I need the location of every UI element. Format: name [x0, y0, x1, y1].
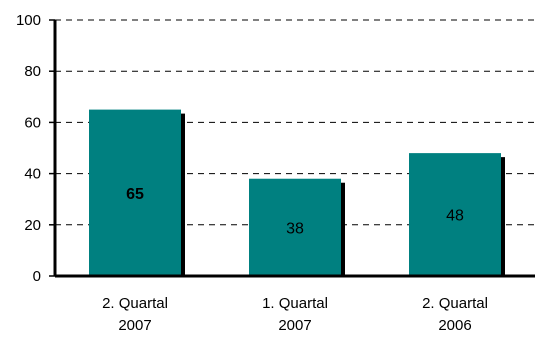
- category-label: 2. Quartal 2007: [102, 295, 168, 334]
- y-tick-label: 40: [24, 166, 41, 183]
- y-tick-label: 0: [33, 268, 41, 285]
- category-label: 1. Quartal 2007: [262, 295, 328, 334]
- labels: 0 20 40 60 80 100 65 2. Quartal 2007 38 1. Quartal…: [16, 12, 488, 334]
- y-tick-label: 100: [16, 12, 41, 29]
- y-tick-label: 60: [24, 114, 41, 131]
- y-tick-label: 80: [24, 63, 41, 80]
- bar: [89, 109, 181, 276]
- data-label: 65: [126, 186, 144, 203]
- category-label-line: 2007: [118, 317, 151, 334]
- category-label-line: 2007: [278, 317, 311, 334]
- bar: [249, 178, 341, 276]
- category-label-line: 1. Quartal: [262, 295, 328, 312]
- axes: [49, 19, 535, 278]
- category-label-line: 2006: [438, 317, 471, 334]
- data-label: 48: [446, 208, 464, 225]
- category-label: 2. Quartal 2006: [422, 295, 488, 334]
- category-label-line: 2. Quartal: [422, 295, 488, 312]
- category-label-line: 2. Quartal: [102, 295, 168, 312]
- data-label: 38: [286, 220, 304, 237]
- y-tick-label: 20: [24, 217, 41, 234]
- bar: [409, 153, 501, 276]
- bars: [89, 109, 505, 276]
